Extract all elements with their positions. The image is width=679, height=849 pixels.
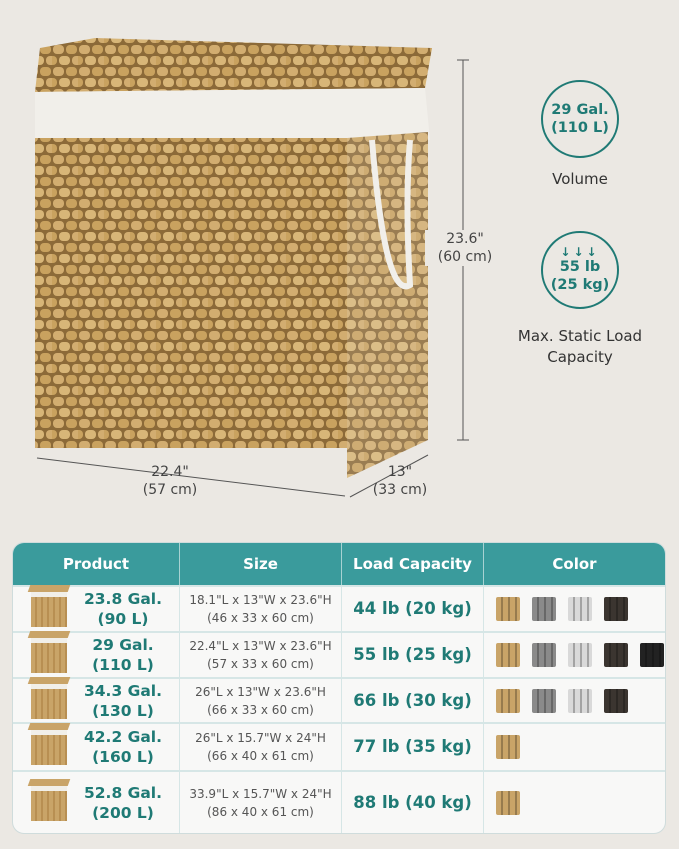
laundry-basket-image [35, 38, 469, 498]
depth-cm: (33 cm) [372, 482, 428, 498]
size-cell: 18.1"L x 13"W x 23.6"H (46 x 33 x 60 cm) [180, 585, 342, 631]
color-cell [484, 722, 665, 770]
volume-liters: (110 L) [551, 120, 609, 136]
size-cm: (66 x 40 x 61 cm) [207, 749, 314, 763]
size-cm: (46 x 33 x 60 cm) [207, 611, 314, 625]
product-liters: (130 L) [92, 701, 154, 720]
color-swatch-white[interactable] [568, 597, 592, 621]
color-swatch-brown[interactable] [604, 688, 628, 713]
height-dimension: 23.6" (60 cm) [425, 230, 505, 266]
product-cell: 34.3 Gal. (130 L) [13, 677, 180, 722]
size-in: 26"L x 13"W x 23.6"H [195, 684, 326, 699]
width-dimension: 22.4" (57 cm) [125, 463, 215, 499]
volume-gal: 29 Gal. [551, 102, 609, 118]
size-cm: (57 x 33 x 60 cm) [207, 657, 314, 671]
color-swatch-natural[interactable] [496, 643, 520, 667]
basket-handle [369, 139, 414, 290]
table-row: 34.3 Gal. (130 L) 26"L x 13"W x 23.6"H (66… [13, 677, 665, 722]
product-liters: (200 L) [92, 803, 154, 822]
product-cell: 23.8 Gal. (90 L) [13, 585, 180, 631]
comparison-table: Product Size Load Capacity Color 23.8 Ga… [12, 542, 666, 834]
size-in: 26"L x 15.7"W x 24"H [195, 731, 326, 745]
product-thumbnail [31, 591, 67, 627]
color-swatch-grey[interactable] [532, 597, 556, 621]
load-caption-line2: Capacity [547, 348, 613, 366]
size-cm: (86 x 40 x 61 cm) [207, 804, 314, 819]
color-cell [484, 677, 665, 722]
depth-in: 13" [387, 464, 413, 480]
basket-side [347, 132, 428, 478]
table-row: 23.8 Gal. (90 L) 18.1"L x 13"W x 23.6"H (4… [13, 585, 665, 631]
load-lb: 55 lb [559, 259, 601, 275]
dimension-lines [36, 59, 469, 498]
product-thumbnail [31, 729, 67, 765]
table-row: 29 Gal. (110 L) 22.4"L x 13"W x 23.6"H (57… [13, 631, 665, 677]
width-in: 22.4" [151, 464, 189, 480]
load-caption-line1: Max. Static Load [517, 327, 643, 345]
color-cell [484, 770, 665, 833]
basket-liner [35, 88, 430, 140]
size-cell: 22.4"L x 13"W x 23.6"H (57 x 33 x 60 cm) [180, 631, 342, 677]
product-gal: 52.8 Gal. [83, 783, 163, 802]
color-swatch-natural[interactable] [496, 597, 520, 621]
size-cell: 26"L x 15.7"W x 24"H (66 x 40 x 61 cm) [180, 722, 342, 770]
color-swatch-natural[interactable] [496, 735, 520, 759]
height-cm: (60 cm) [437, 249, 493, 265]
load-cell: 88 lb (40 kg) [342, 770, 484, 833]
color-swatch-white[interactable] [568, 643, 592, 667]
size-in: 22.4"L x 13"W x 23.6"H [189, 639, 332, 653]
header-color: Color [484, 543, 665, 585]
product-cell: 29 Gal. (110 L) [13, 631, 180, 677]
size-cell: 26"L x 13"W x 23.6"H (66 x 33 x 60 cm) [180, 677, 342, 722]
header-size: Size [180, 543, 342, 585]
product-thumbnail [31, 637, 67, 673]
product-gal: 34.3 Gal. [83, 681, 163, 700]
load-badge: ↓↓↓ 55 lb (25 kg) [541, 231, 619, 309]
product-gal: 29 Gal. [92, 636, 154, 654]
size-cell: 33.9"L x 15.7"W x 24"H (86 x 40 x 61 cm) [180, 770, 342, 833]
product-thumbnail [31, 784, 67, 821]
width-cm: (57 cm) [142, 482, 198, 498]
color-cell [484, 585, 665, 631]
volume-badge: 29 Gal. (110 L) [541, 80, 619, 158]
load-cell: 77 lb (35 kg) [342, 722, 484, 770]
load-caption: Max. Static Load Capacity [495, 326, 665, 368]
load-cell: 55 lb (25 kg) [342, 631, 484, 677]
basket-front [35, 138, 347, 448]
color-swatch-natural[interactable] [496, 688, 520, 713]
product-gal: 42.2 Gal. [83, 728, 163, 746]
size-in: 33.9"L x 15.7"W x 24"H [189, 786, 332, 801]
color-swatch-grey[interactable] [532, 688, 556, 713]
size-in: 18.1"L x 13"W x 23.6"H [189, 593, 332, 607]
product-liters: (90 L) [97, 610, 149, 628]
load-cell: 44 lb (20 kg) [342, 585, 484, 631]
color-swatch-grey[interactable] [532, 643, 556, 667]
depth-dimension: 13" (33 cm) [360, 463, 440, 499]
load-cell: 66 lb (30 kg) [342, 677, 484, 722]
color-swatch-brown[interactable] [604, 597, 628, 621]
product-liters: (160 L) [92, 748, 154, 766]
height-in: 23.6" [446, 231, 484, 247]
load-kg: (25 kg) [550, 277, 610, 293]
product-cell: 42.2 Gal. (160 L) [13, 722, 180, 770]
color-swatch-white[interactable] [568, 688, 592, 713]
product-cell: 52.8 Gal. (200 L) [13, 770, 180, 833]
down-arrows-icon: ↓↓↓ [560, 245, 600, 259]
table-row: 52.8 Gal. (200 L) 33.9"L x 15.7"W x 24"H (… [13, 770, 665, 833]
color-swatch-brown[interactable] [604, 643, 628, 667]
product-gal: 23.8 Gal. [83, 590, 163, 608]
volume-caption: Volume [552, 170, 608, 188]
product-liters: (110 L) [92, 656, 154, 674]
basket-lid [35, 38, 432, 92]
color-cell [484, 631, 665, 677]
header-load: Load Capacity [342, 543, 484, 585]
color-swatch-natural[interactable] [496, 790, 520, 815]
size-cm: (66 x 33 x 60 cm) [207, 702, 314, 717]
header-product: Product [13, 543, 180, 585]
color-swatch-black[interactable] [640, 643, 664, 667]
product-thumbnail [31, 682, 67, 719]
table-row: 42.2 Gal. (160 L) 26"L x 15.7"W x 24"H (66… [13, 722, 665, 770]
